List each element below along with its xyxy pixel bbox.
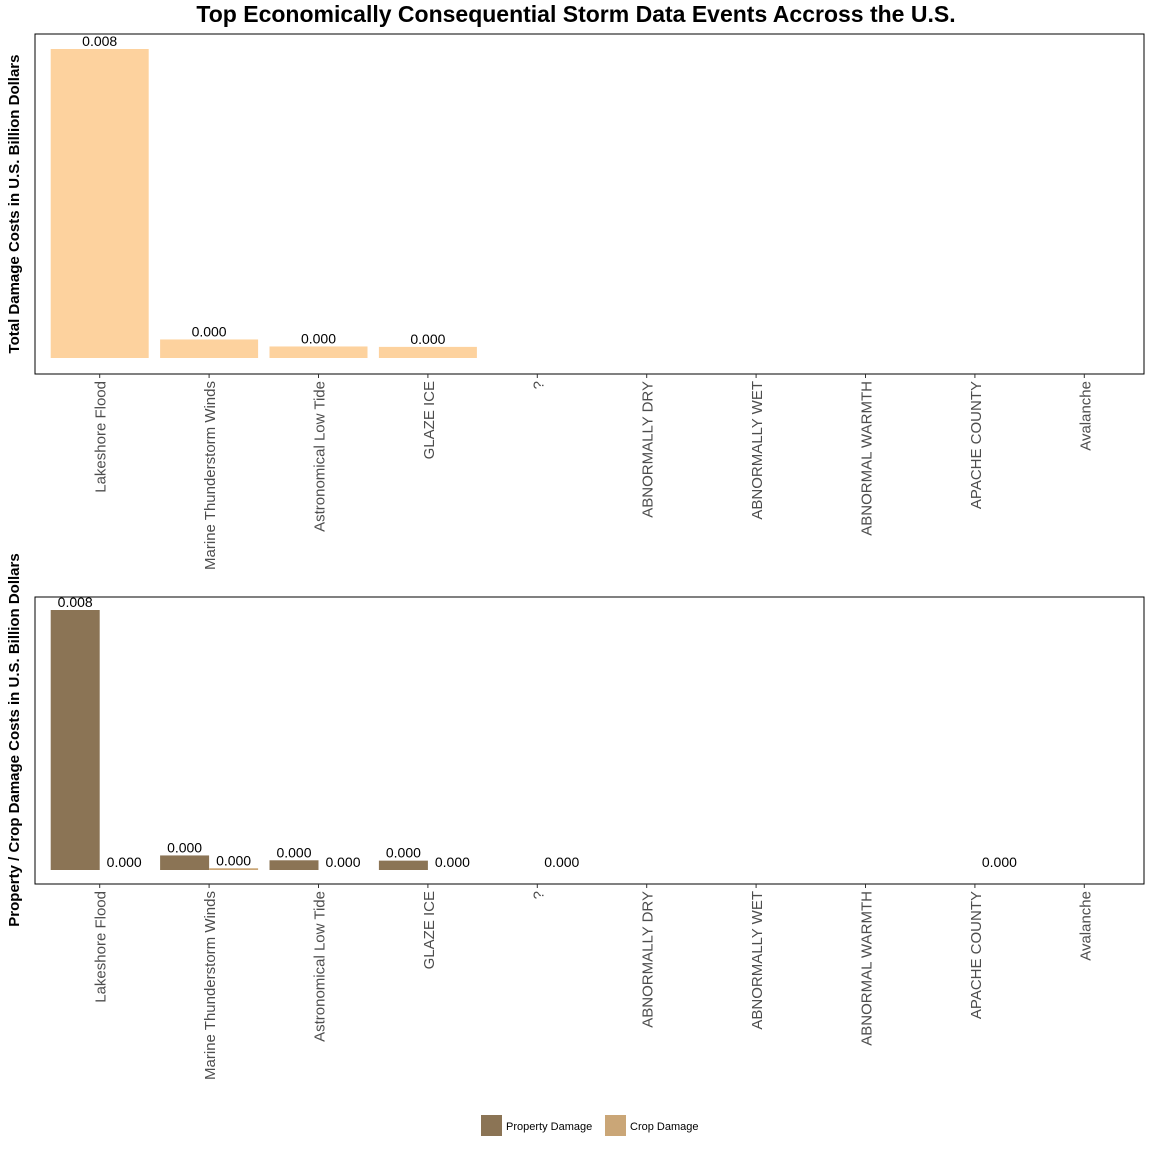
total-damage-panel: Total Damage Costs in U.S. Billion Dolla… <box>6 33 1145 570</box>
data-label-property-damage-marine-thunderstorm-winds: 0.000 <box>167 839 202 855</box>
bar-property-damage-lakeshore-flood <box>50 610 100 870</box>
data-label-property-damage-astronomical-low-tide: 0.000 <box>276 844 311 860</box>
x-tick-total-lakeshore-flood: Lakeshore Flood <box>93 381 110 493</box>
legend: Property Damage Crop Damage <box>481 1115 698 1136</box>
x-tick-total-unknown: ? <box>530 381 547 389</box>
data-label-crop-damage-unknown: 0.000 <box>544 854 579 870</box>
data-label-property-damage-lakeshore-flood: 0.008 <box>58 594 93 610</box>
x-tick-total-astronomical-low-tide: Astronomical Low Tide <box>312 381 329 532</box>
data-label-crop-damage-marine-thunderstorm-winds: 0.000 <box>216 852 251 868</box>
chart-title: Top Economically Consequential Storm Dat… <box>196 1 955 27</box>
x-tick-total-abnormal-warmth: ABNORMAL WARMTH <box>859 381 876 536</box>
x-tick-split-avalanche: Avalanche <box>1077 891 1094 961</box>
x-tick-split-apache-county: APACHE COUNTY <box>968 891 985 1019</box>
data-label-crop-damage-lakeshore-flood: 0.000 <box>107 854 142 870</box>
panel2-frame <box>34 596 1145 885</box>
x-tick-total-glaze-ice: GLAZE ICE <box>421 381 438 459</box>
panel2-y-axis-label: Property / Crop Damage Costs in U.S. Bil… <box>6 553 23 926</box>
bar-crop-damage-marine-thunderstorm-winds <box>209 868 259 870</box>
property-crop-panel: Property / Crop Damage Costs in U.S. Bil… <box>6 553 1145 1080</box>
legend-label-crop-damage: Crop Damage <box>630 1121 698 1133</box>
x-tick-total-abnormally-wet: ABNORMALLY WET <box>749 381 766 520</box>
data-label-crop-damage-glaze-ice: 0.000 <box>435 854 470 870</box>
panel1-y-axis-label: Total Damage Costs in U.S. Billion Dolla… <box>6 55 23 354</box>
data-label-crop-damage-apache-county: 0.000 <box>982 854 1017 870</box>
panel1-frame <box>34 33 1145 375</box>
bar-total-glaze-ice <box>378 346 477 358</box>
legend-label-property-damage: Property Damage <box>506 1121 592 1133</box>
x-tick-total-apache-county: APACHE COUNTY <box>968 381 985 509</box>
x-tick-split-abnormally-dry: ABNORMALLY DRY <box>640 891 657 1028</box>
data-label-total-glaze-ice: 0.000 <box>410 331 445 347</box>
bar-property-damage-marine-thunderstorm-winds <box>160 855 210 870</box>
x-tick-total-abnormally-dry: ABNORMALLY DRY <box>640 381 657 518</box>
x-tick-split-glaze-ice: GLAZE ICE <box>421 891 438 969</box>
data-label-property-damage-glaze-ice: 0.000 <box>386 845 421 861</box>
bar-property-damage-glaze-ice <box>378 860 428 870</box>
bar-total-lakeshore-flood <box>50 49 149 358</box>
x-tick-split-abnormal-warmth: ABNORMAL WARMTH <box>859 891 876 1046</box>
bar-property-damage-astronomical-low-tide <box>269 860 319 870</box>
x-tick-split-abnormally-wet: ABNORMALLY WET <box>749 891 766 1030</box>
legend-key-crop-damage <box>605 1115 626 1136</box>
bar-total-astronomical-low-tide <box>269 346 368 358</box>
legend-key-property-damage <box>481 1115 502 1136</box>
x-tick-split-marine-thunderstorm-winds: Marine Thunderstorm Winds <box>202 891 219 1080</box>
x-tick-total-avalanche: Avalanche <box>1077 381 1094 451</box>
x-tick-split-unknown: ? <box>530 891 547 899</box>
bar-total-marine-thunderstorm-winds <box>160 339 259 358</box>
x-tick-split-astronomical-low-tide: Astronomical Low Tide <box>312 891 329 1042</box>
data-label-total-marine-thunderstorm-winds: 0.000 <box>192 323 227 339</box>
x-tick-split-lakeshore-flood: Lakeshore Flood <box>93 891 110 1003</box>
data-label-total-astronomical-low-tide: 0.000 <box>301 330 336 346</box>
x-tick-total-marine-thunderstorm-winds: Marine Thunderstorm Winds <box>202 381 219 570</box>
data-label-crop-damage-astronomical-low-tide: 0.000 <box>325 854 360 870</box>
data-label-total-lakeshore-flood: 0.008 <box>82 33 117 49</box>
